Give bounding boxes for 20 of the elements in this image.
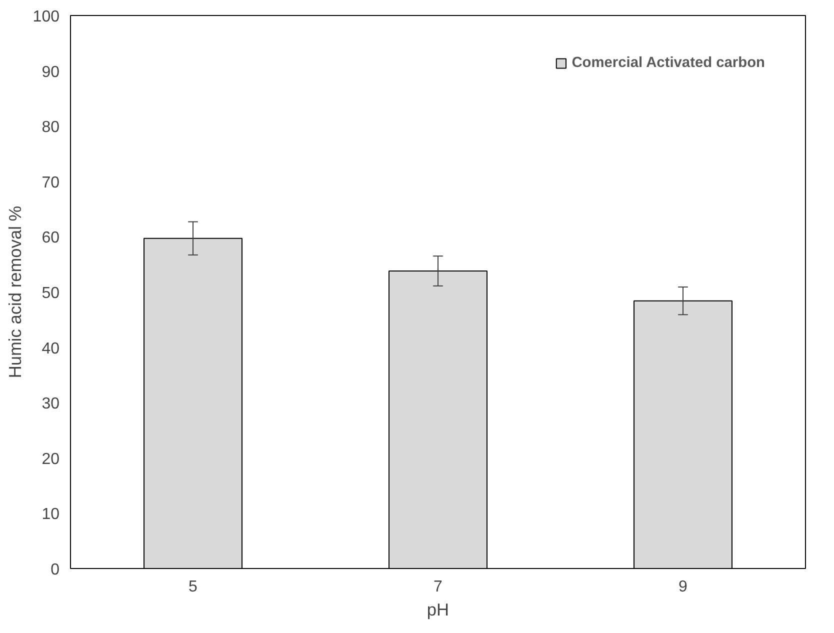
bar (634, 300, 732, 568)
y-tick-label: 20 (42, 450, 60, 468)
y-tick-label: 10 (42, 506, 60, 524)
y-tick-label: 30 (42, 396, 60, 413)
x-tick-label: 9 (678, 578, 688, 596)
y-tick-label: 50 (42, 285, 60, 302)
y-tick-label: 60 (42, 230, 60, 247)
x-tick-label: 7 (434, 578, 443, 596)
y-tick-label: 90 (42, 64, 60, 81)
y-tick-label: 100 (32, 8, 60, 26)
legend-label: Comercial Activated carbon (572, 55, 765, 71)
y-tick-label: 40 (42, 340, 60, 358)
bar (144, 238, 242, 568)
x-axis-title: pH (426, 600, 450, 620)
x-tick-label: 5 (188, 578, 198, 596)
y-tick-label: 80 (42, 119, 60, 136)
y-tick-label: 0 (50, 562, 60, 578)
bar (388, 270, 488, 568)
y-tick-label: 70 (42, 174, 60, 192)
y-axis-title: Humic acid removal % (4, 206, 25, 378)
